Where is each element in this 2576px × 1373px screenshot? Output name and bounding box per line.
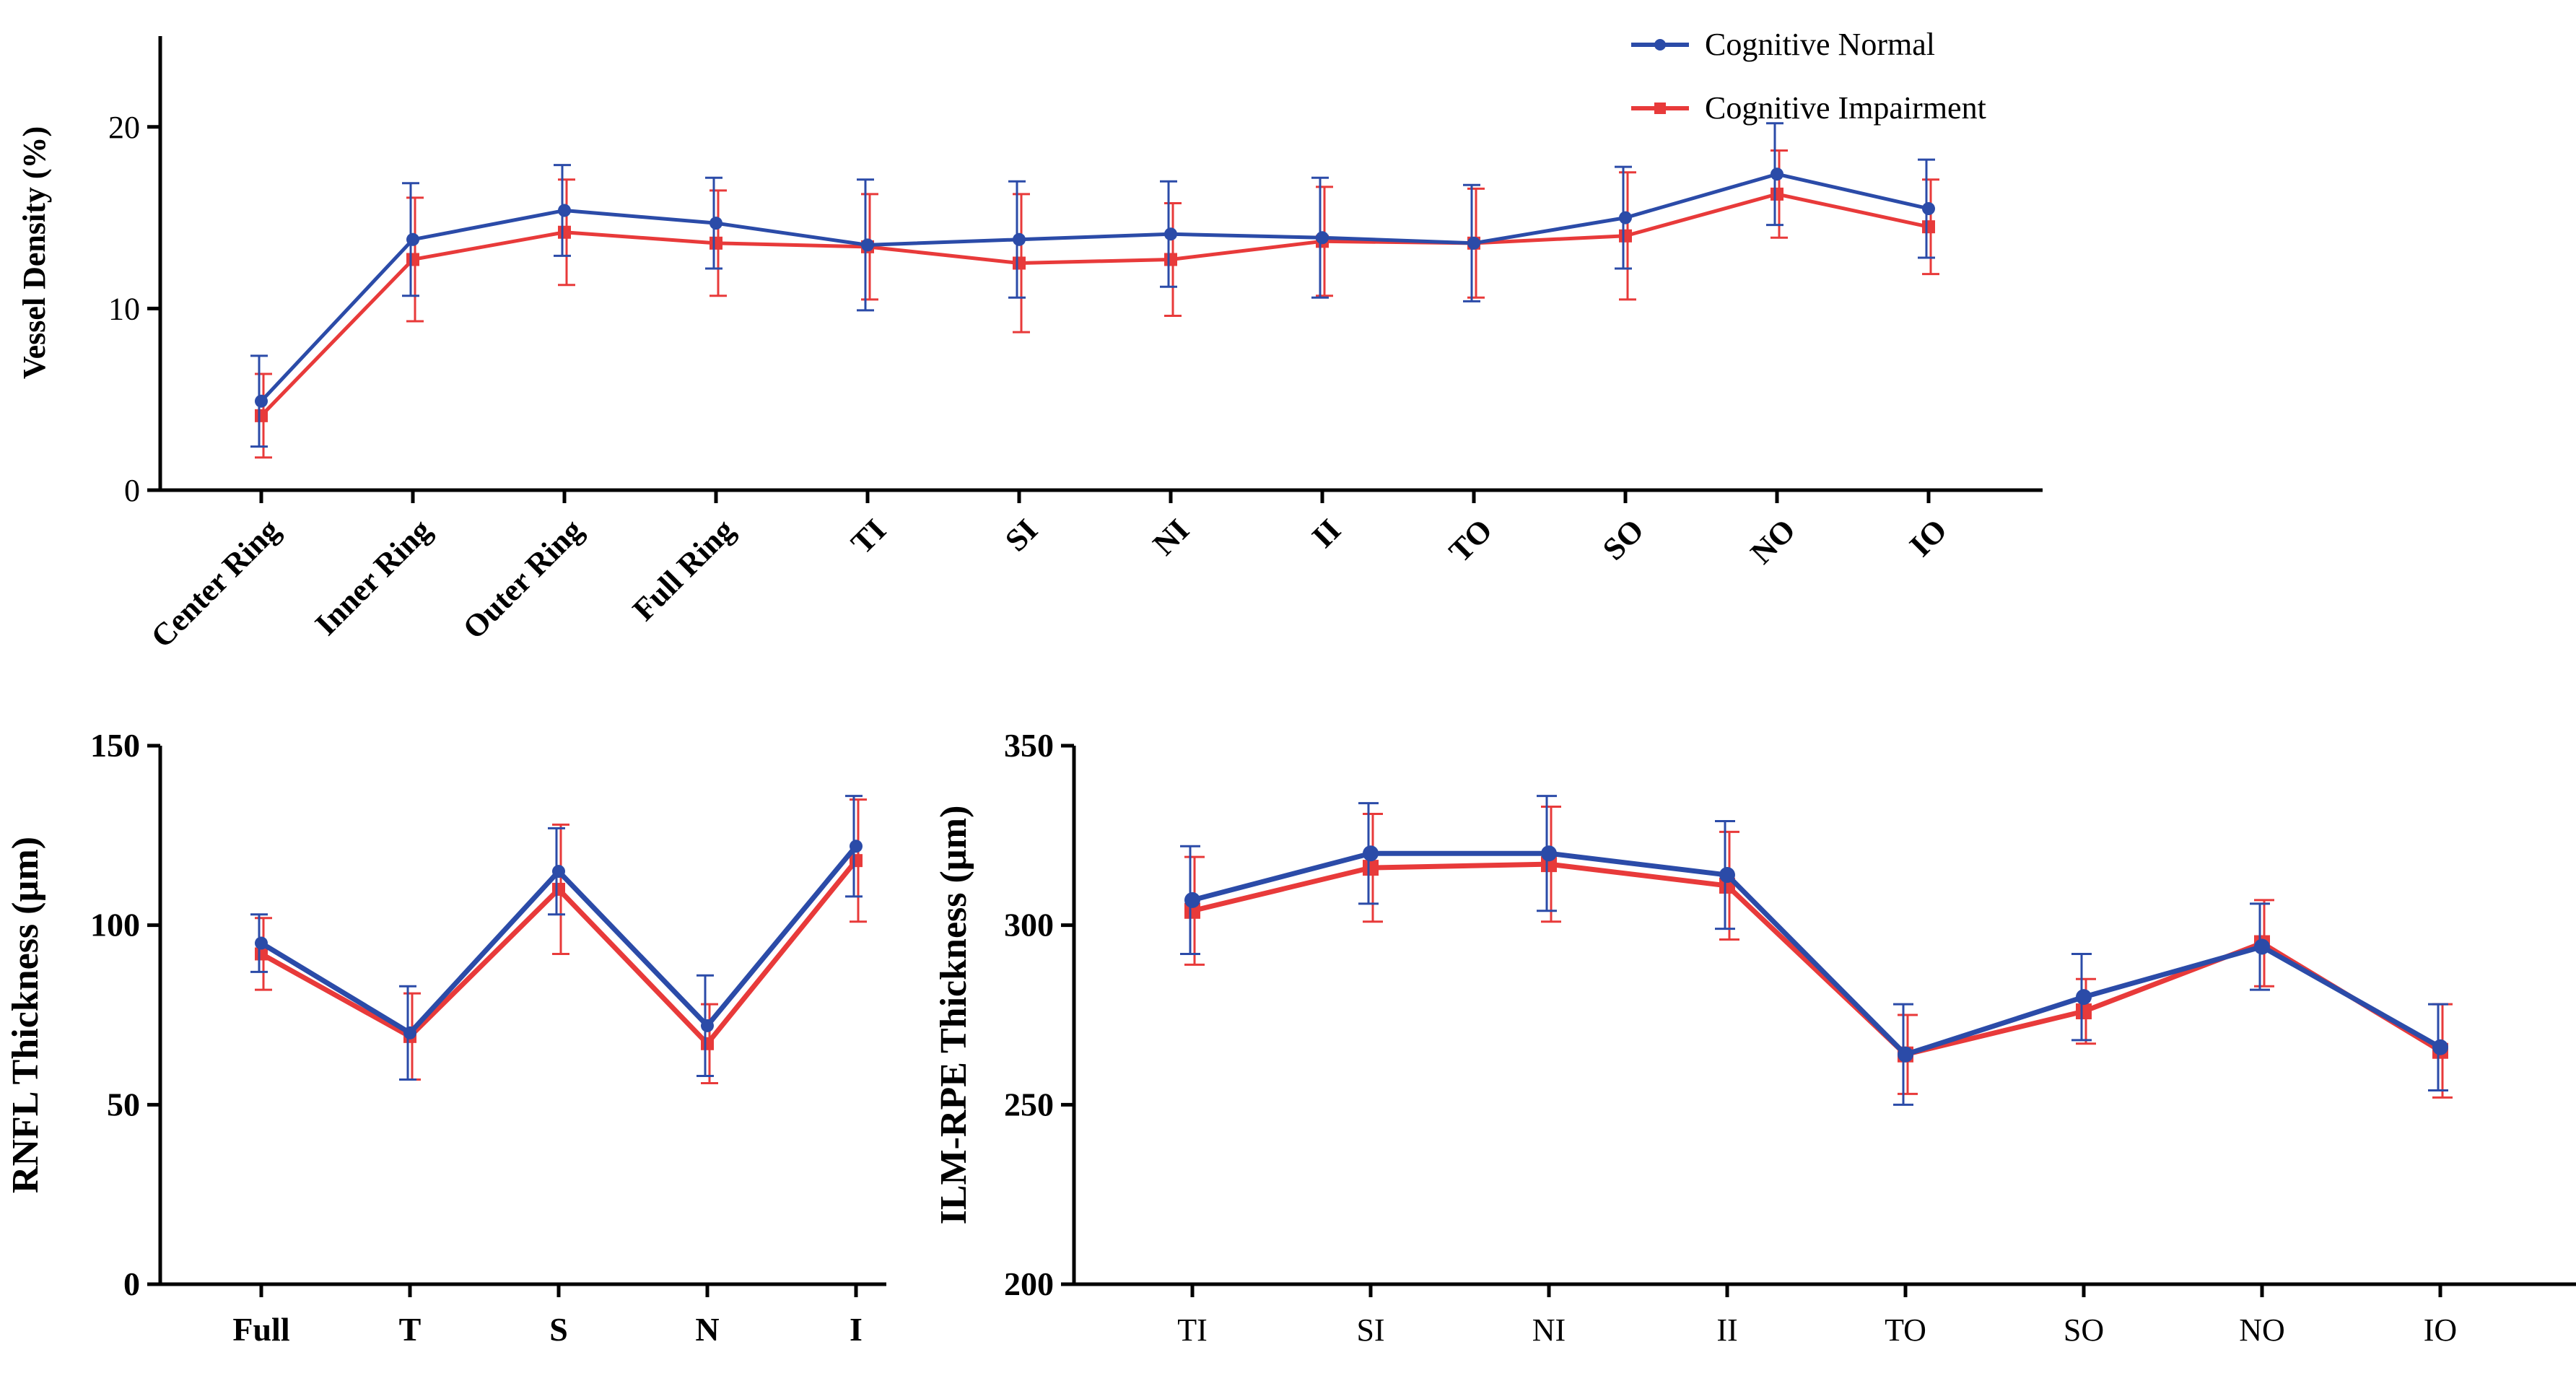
y-tick-label-0: 0 xyxy=(124,473,140,508)
data-point-normal-i xyxy=(850,840,863,853)
y-tick-label-20: 20 xyxy=(108,110,140,145)
data-point-normal-outer-ring xyxy=(558,204,571,217)
data-point-impaired-n xyxy=(701,1037,714,1050)
data-point-normal-si xyxy=(1013,232,1026,246)
legend-normal-label: Cognitive Normal xyxy=(1705,27,1935,62)
data-point-normal-ti xyxy=(1184,892,1200,908)
series-line-impaired xyxy=(1192,861,2442,1058)
data-point-normal-no xyxy=(2254,938,2270,955)
y-tick-label-50: 50 xyxy=(107,1086,140,1123)
x-tick-label-io: IO xyxy=(1903,512,1954,563)
data-point-normal-si xyxy=(1363,845,1379,862)
data-point-normal-inner-ring xyxy=(406,232,419,246)
y-tick-label-300: 300 xyxy=(1004,907,1054,943)
x-tick-label-full: Full xyxy=(232,1311,289,1348)
data-point-normal-ni xyxy=(1164,227,1177,241)
data-point-normal-ii xyxy=(1719,867,1735,884)
x-tick-label-ti: TI xyxy=(1177,1312,1208,1348)
y-tick-label-200: 200 xyxy=(1004,1265,1054,1302)
y-tick-label-150: 150 xyxy=(90,727,140,764)
series-line-impaired xyxy=(260,192,1929,417)
data-point-normal-to xyxy=(1898,1046,1913,1063)
data-point-impaired-s xyxy=(552,882,565,896)
data-point-impaired-ni xyxy=(1164,253,1177,266)
x-tick-label-so: SO xyxy=(1596,512,1651,567)
x-tick-label-to: TO xyxy=(1885,1312,1926,1348)
data-point-impaired-inner-ring xyxy=(406,253,419,266)
data-point-normal-t xyxy=(403,1026,416,1039)
data-point-normal-center-ring xyxy=(255,394,268,408)
x-tick-label-ni: NI xyxy=(1146,512,1196,562)
x-tick-label-no: NO xyxy=(1744,512,1802,570)
data-point-impaired-si xyxy=(1363,860,1379,876)
data-point-impaired-so xyxy=(2076,1003,2092,1020)
data-point-impaired-no xyxy=(1771,187,1783,201)
data-point-normal-s xyxy=(552,865,565,879)
data-point-impaired-si xyxy=(1013,256,1026,270)
x-tick-label-to: TO xyxy=(1442,512,1499,569)
x-tick-label-ii: II xyxy=(1305,512,1348,554)
data-point-impaired-full-ring xyxy=(710,236,722,250)
legend: Cognitive Normal Cognitive Impairment xyxy=(1631,27,1986,126)
data-point-impaired-io xyxy=(1922,220,1935,234)
legend-impaired-square-marker xyxy=(1654,103,1666,114)
x-tick-label-s: S xyxy=(549,1311,568,1348)
data-point-normal-full-ring xyxy=(710,217,722,230)
y-tick-label-100: 100 xyxy=(90,907,140,943)
y-tick-label-0: 0 xyxy=(123,1265,140,1302)
y-tick-label-250: 250 xyxy=(1004,1086,1054,1123)
series-line-normal xyxy=(260,172,1929,403)
y-axis-title: Vessel Density (%) xyxy=(17,126,52,379)
data-point-normal-n xyxy=(701,1019,714,1032)
data-point-normal-so xyxy=(2076,989,2092,1006)
x-tick-label-si: SI xyxy=(998,512,1044,558)
x-tick-label-so: SO xyxy=(2064,1312,2104,1348)
data-point-impaired-i xyxy=(850,854,863,868)
series-line-normal xyxy=(1192,850,2442,1058)
y-tick-label-10: 10 xyxy=(108,291,140,326)
x-tick-label-ni: NI xyxy=(1532,1312,1566,1348)
data-point-normal-to xyxy=(1467,236,1480,250)
x-tick-label-t: T xyxy=(399,1311,422,1348)
data-point-normal-so xyxy=(1619,211,1632,225)
x-tick-label-si: SI xyxy=(1356,1312,1384,1348)
x-tick-label-n: N xyxy=(695,1311,719,1348)
x-tick-label-ti: TI xyxy=(844,512,894,561)
x-tick-label-io: IO xyxy=(2424,1312,2457,1348)
data-point-normal-full xyxy=(255,936,268,950)
legend-normal-point-marker xyxy=(1654,39,1666,51)
x-tick-label-i: I xyxy=(850,1311,863,1348)
y-axis-title: ILM-RPE Thickness (µm) xyxy=(933,806,974,1225)
data-point-normal-no xyxy=(1771,167,1783,181)
x-tick-label-ii: II xyxy=(1716,1312,1737,1348)
data-point-normal-ii xyxy=(1316,231,1329,245)
legend-impaired-label: Cognitive Impairment xyxy=(1705,90,1986,126)
x-tick-label-center-ring: Center Ring xyxy=(144,512,287,654)
vessel-density-panel: 0 10 20 Center Ring Inner Ring Outer Ring Full… xyxy=(17,36,2043,655)
x-tick-label-inner-ring: Inner Ring xyxy=(308,512,438,642)
x-tick-label-full-ring: Full Ring xyxy=(626,512,741,627)
x-tick-label-outer-ring: Outer Ring xyxy=(456,512,590,645)
data-point-normal-ti xyxy=(861,238,874,252)
data-point-impaired-outer-ring xyxy=(558,225,571,239)
y-tick-label-350: 350 xyxy=(1004,727,1054,764)
y-axis-title: RNFL Thickness (µm) xyxy=(5,837,46,1193)
data-point-normal-io xyxy=(1922,202,1935,216)
ilm-rpe-thickness-panel: 200 250 300 350 TI SI NI II TO SO NO IO ILM-RPE Thic… xyxy=(933,727,2576,1348)
data-point-impaired-so xyxy=(1619,229,1632,243)
data-point-normal-io xyxy=(2432,1039,2448,1055)
data-point-normal-ni xyxy=(1541,845,1557,862)
data-point-impaired-center-ring xyxy=(255,409,268,422)
x-tick-label-no: NO xyxy=(2239,1312,2285,1348)
rnfl-thickness-panel: 0 50 100 150 Full T S N I RNFL Thickness (µm) xyxy=(5,727,886,1348)
